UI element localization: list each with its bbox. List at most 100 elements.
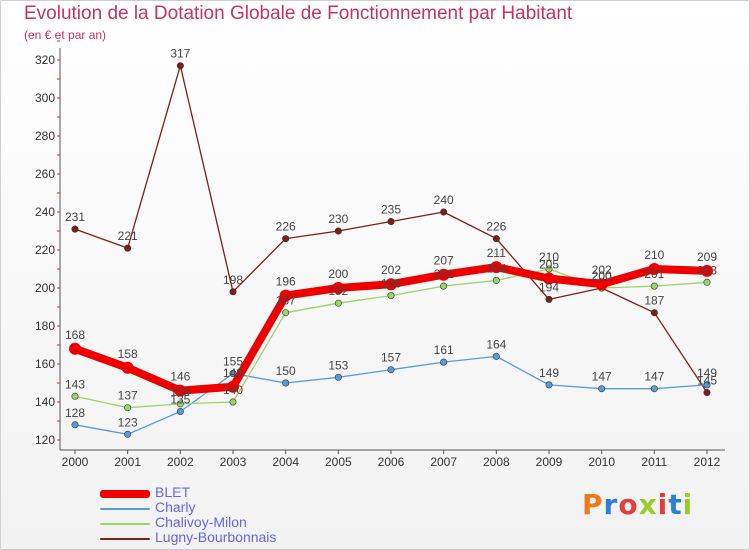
data-label-charly-2002: 135 bbox=[170, 393, 190, 407]
point-charly-2009 bbox=[545, 381, 553, 389]
point-chalivoy-milon-2006 bbox=[387, 292, 395, 300]
y-tick-label-120: 120 bbox=[35, 433, 55, 447]
point-charly-2012 bbox=[703, 381, 711, 389]
point-charly-2004 bbox=[282, 379, 290, 387]
x-tick-label-2010: 2010 bbox=[588, 455, 615, 469]
data-label-blet-2005: 200 bbox=[328, 267, 348, 281]
legend-label-blet: BLET bbox=[155, 484, 191, 500]
legend-label-charly: Charly bbox=[155, 499, 196, 515]
y-tick-label-300: 300 bbox=[35, 91, 55, 105]
x-tick-label-2011: 2011 bbox=[641, 455, 667, 469]
point-lugny-bourbonnais-2007 bbox=[440, 208, 448, 216]
point-lugny-bourbonnais-2006 bbox=[387, 218, 395, 226]
legend-swatch-blet bbox=[100, 490, 150, 498]
legend-item-chalivoy-milon[interactable]: Chalivoy-Milon bbox=[100, 514, 360, 531]
x-tick-label-2005: 2005 bbox=[325, 455, 352, 469]
legend-swatch-lugny-bourbonnais bbox=[100, 538, 150, 540]
data-label-blet-2007: 207 bbox=[434, 254, 454, 268]
legend-item-lugny-bourbonnais[interactable]: Lugny-Bourbonnais bbox=[100, 529, 360, 546]
legend-label-chalivoy-milon: Chalivoy-Milon bbox=[155, 514, 247, 530]
point-blet-2007 bbox=[437, 268, 450, 281]
y-tick-label-180: 180 bbox=[35, 319, 55, 333]
point-charly-2001 bbox=[124, 430, 132, 438]
data-label-blet-2002: 146 bbox=[170, 370, 190, 384]
data-label-lugny-bourbonnais-2007: 240 bbox=[434, 193, 454, 207]
point-blet-2012 bbox=[701, 264, 713, 277]
data-label-blet-2006: 202 bbox=[381, 263, 401, 277]
y-tick-label-200: 200 bbox=[35, 281, 55, 295]
data-label-blet-2009: 205 bbox=[539, 258, 559, 272]
data-label-lugny-bourbonnais-2012: 145 bbox=[697, 374, 717, 388]
data-label-chalivoy-milon-2006: 196 bbox=[381, 277, 401, 291]
y-tick-label-240: 240 bbox=[35, 205, 55, 219]
point-charly-2005 bbox=[334, 373, 342, 381]
point-blet-2006 bbox=[385, 278, 397, 291]
point-chalivoy-milon-2012 bbox=[703, 278, 711, 286]
point-lugny-bourbonnais-2004 bbox=[282, 235, 290, 243]
data-label-blet-2008: 211 bbox=[487, 246, 506, 260]
data-label-charly-2006: 157 bbox=[381, 351, 401, 365]
point-blet-2001 bbox=[121, 361, 134, 374]
y-tick-label-320: 320 bbox=[35, 53, 55, 67]
data-label-blet-2004: 196 bbox=[276, 275, 296, 289]
y-tick-label-280: 280 bbox=[35, 129, 55, 143]
data-label-chalivoy-milon-2004: 187 bbox=[276, 294, 296, 308]
point-lugny-bourbonnais-2002 bbox=[176, 62, 184, 70]
data-label-lugny-bourbonnais-2005: 230 bbox=[328, 212, 348, 226]
y-tick-label-260: 260 bbox=[35, 167, 55, 181]
point-blet-2005 bbox=[332, 282, 345, 294]
data-label-blet-2000: 168 bbox=[65, 328, 85, 342]
x-tick-label-2006: 2006 bbox=[378, 455, 405, 469]
data-label-blet-2012: 209 bbox=[697, 250, 717, 264]
y-tick-label-160: 160 bbox=[35, 357, 55, 371]
data-label-lugny-bourbonnais-2008: 226 bbox=[486, 220, 506, 234]
point-charly-2011 bbox=[650, 385, 658, 393]
point-chalivoy-milon-2003 bbox=[229, 398, 237, 406]
data-label-charly-2010: 147 bbox=[592, 370, 612, 384]
data-label-blet-2010: 202 bbox=[592, 263, 612, 277]
x-tick-label-2007: 2007 bbox=[430, 455, 457, 469]
data-label-blet-2003: 148 bbox=[223, 366, 243, 380]
data-label-chalivoy-milon-2011: 201 bbox=[644, 267, 664, 281]
data-label-chalivoy-milon-2010: 200 bbox=[592, 269, 612, 283]
x-tick-label-2000: 2000 bbox=[62, 455, 89, 469]
data-label-charly-2004: 150 bbox=[276, 364, 296, 378]
point-lugny-bourbonnais-2001 bbox=[124, 244, 132, 252]
point-lugny-bourbonnais-2003 bbox=[229, 288, 237, 296]
point-lugny-bourbonnais-2012 bbox=[703, 388, 711, 396]
data-label-chalivoy-milon-2000: 143 bbox=[65, 377, 85, 391]
point-blet-2004 bbox=[279, 289, 292, 302]
data-label-lugny-bourbonnais-2011: 187 bbox=[644, 294, 664, 308]
data-label-charly-2012: 149 bbox=[697, 366, 717, 380]
data-label-chalivoy-milon-2005: 192 bbox=[328, 284, 348, 298]
point-charly-2008 bbox=[492, 352, 500, 360]
data-label-chalivoy-milon-2012: 203 bbox=[697, 263, 717, 277]
point-chalivoy-milon-2002 bbox=[176, 400, 184, 408]
proxiti-logo[interactable]: Proxiti bbox=[582, 488, 694, 521]
data-label-lugny-bourbonnais-2004: 226 bbox=[276, 220, 296, 234]
point-chalivoy-milon-2011 bbox=[650, 282, 658, 290]
x-tick-label-2004: 2004 bbox=[272, 455, 299, 469]
point-blet-2000 bbox=[69, 342, 81, 355]
data-label-blet-2001: 158 bbox=[118, 347, 138, 361]
x-tick-label-2003: 2003 bbox=[220, 455, 247, 469]
data-label-charly-2008: 164 bbox=[486, 337, 506, 351]
data-label-charly-2001: 123 bbox=[118, 415, 138, 429]
point-lugny-bourbonnais-2008 bbox=[492, 235, 500, 243]
data-label-chalivoy-milon-2002: 139 bbox=[170, 385, 190, 399]
data-label-lugny-bourbonnais-2009: 194 bbox=[539, 280, 559, 294]
point-chalivoy-milon-2007 bbox=[440, 282, 448, 290]
point-blet-2008 bbox=[490, 261, 503, 274]
legend-swatch-chalivoy-milon bbox=[100, 523, 150, 525]
legend-item-charly[interactable]: Charly bbox=[100, 499, 360, 516]
data-label-charly-2005: 153 bbox=[328, 358, 348, 372]
legend-item-blet[interactable]: BLET bbox=[100, 484, 360, 501]
x-tick-label-2001: 2001 bbox=[114, 455, 141, 469]
point-charly-2000 bbox=[71, 421, 79, 429]
data-label-lugny-bourbonnais-2010: 200 bbox=[592, 269, 612, 283]
data-label-lugny-bourbonnais-2000: 231 bbox=[65, 210, 85, 224]
data-label-lugny-bourbonnais-2002: 317 bbox=[170, 47, 190, 61]
y-tick-label-140: 140 bbox=[35, 395, 55, 409]
point-charly-2002 bbox=[176, 407, 184, 415]
